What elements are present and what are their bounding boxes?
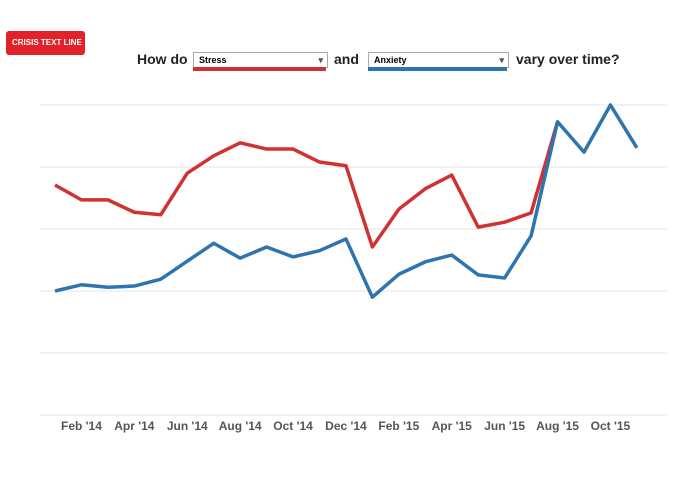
dropdown-underline [193, 67, 326, 71]
x-tick-label: Aug '14 [219, 419, 262, 433]
x-tick-label: Apr '15 [432, 419, 473, 433]
x-tick-label: Jun '15 [484, 419, 525, 433]
dropdown-underline [368, 67, 507, 71]
x-tick-label: Oct '15 [591, 419, 631, 433]
title-part: and [334, 51, 359, 67]
logo: CRISIS TEXT LINE [6, 31, 85, 55]
x-tick-label: Apr '14 [114, 419, 155, 433]
series-line [54, 121, 560, 249]
title-part: vary over time? [516, 51, 620, 67]
series-line [54, 103, 639, 299]
x-tick-label: Oct '14 [273, 419, 313, 433]
x-tick-label: Dec '14 [325, 419, 367, 433]
x-tick-label: Jun '14 [167, 419, 208, 433]
x-tick-label: Feb '15 [378, 419, 419, 433]
title-part: How do [137, 51, 188, 67]
x-tick-label: Aug '15 [536, 419, 579, 433]
x-tick-label: Feb '14 [61, 419, 102, 433]
